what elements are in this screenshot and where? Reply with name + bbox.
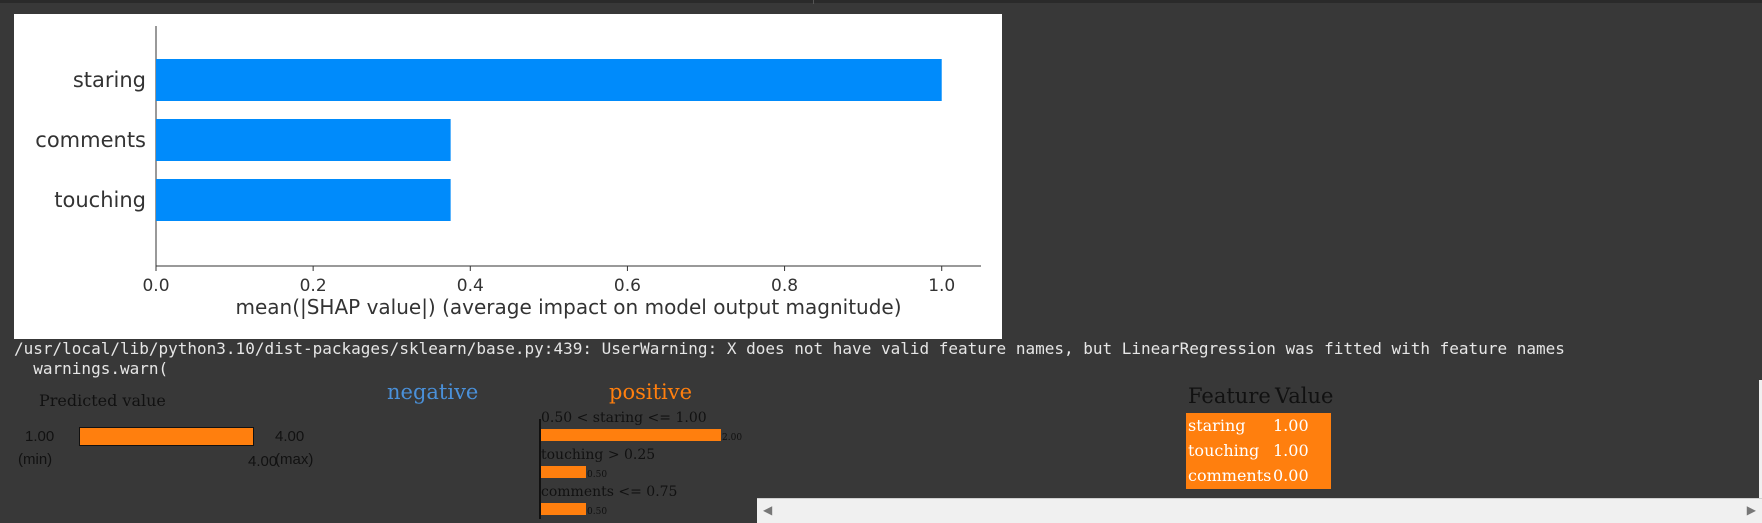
bar-comments	[156, 119, 451, 161]
warning-line-1: /usr/local/lib/python3.10/dist-packages/…	[14, 339, 1565, 358]
feature-header: Feature	[1188, 384, 1271, 408]
table-feature-cell: comments	[1188, 466, 1272, 485]
predicted-min-label: (min)	[18, 451, 53, 468]
contribution-value: 0.50	[587, 507, 608, 517]
y-tick-label-staring: staring	[73, 68, 146, 92]
output-frame-edge	[1759, 380, 1762, 500]
negative-label: negative	[387, 380, 479, 404]
x-tick-label: 0.2	[300, 276, 327, 296]
predicted-value-bar	[79, 427, 254, 446]
predicted-max-label: (max)	[275, 451, 314, 468]
table-value-cell: 1.00	[1273, 416, 1309, 435]
output-divider	[813, 0, 814, 4]
predicted-value: 4.00	[248, 453, 278, 470]
shap-bar-chart: staring comments touching 0.0 0.2 0.4 0.6 0.8 1…	[35, 26, 981, 319]
positive-label: positive	[609, 380, 693, 404]
horizontal-scrollbar[interactable]: ◀ ▶	[757, 498, 1762, 523]
bar-staring	[156, 59, 942, 101]
output-top-border	[0, 0, 1762, 3]
y-tick-label-comments: comments	[35, 128, 146, 152]
predicted-min-value: 1.00	[25, 428, 55, 445]
x-tick-label: 1.0	[928, 276, 955, 296]
contribution-bar	[541, 429, 721, 441]
table-feature-cell: touching	[1188, 441, 1260, 460]
x-tick-label: 0.6	[614, 276, 641, 296]
scroll-right-arrow-icon[interactable]: ▶	[1746, 503, 1756, 517]
contribution-value: 0.50	[587, 470, 608, 480]
warning-line-2: warnings.warn(	[14, 359, 169, 378]
bar-touching	[156, 179, 451, 221]
contribution-label: touching > 0.25	[541, 447, 656, 463]
contribution-value: 2.00	[722, 433, 743, 443]
x-tick-label: 0.0	[142, 276, 169, 296]
predicted-value-title: Predicted value	[39, 391, 166, 410]
y-tick-label-touching: touching	[54, 188, 146, 212]
contribution-label: 0.50 < staring <= 1.00	[541, 410, 707, 426]
value-header: Value	[1275, 384, 1334, 408]
shap-summary-plot: staring comments touching 0.0 0.2 0.4 0.6 0.8 1…	[14, 14, 1002, 339]
x-axis-label: mean(|SHAP value|) (average impact on mo…	[235, 295, 901, 319]
feature-value-table: staring 1.00 touching 1.00 comments 0.00	[1186, 413, 1331, 489]
table-value-cell: 1.00	[1273, 441, 1309, 460]
table-feature-cell: staring	[1188, 416, 1246, 435]
contribution-axis	[539, 419, 541, 519]
contribution-label: comments <= 0.75	[541, 484, 678, 500]
contribution-bar	[541, 466, 586, 478]
x-tick-label: 0.4	[457, 276, 484, 296]
table-value-cell: 0.00	[1273, 466, 1309, 485]
console-output: /usr/local/lib/python3.10/dist-packages/…	[14, 339, 1565, 379]
contribution-bar	[541, 503, 586, 515]
predicted-max-value: 4.00	[275, 428, 305, 445]
scroll-left-arrow-icon[interactable]: ◀	[763, 503, 773, 517]
x-tick-label: 0.8	[771, 276, 798, 296]
